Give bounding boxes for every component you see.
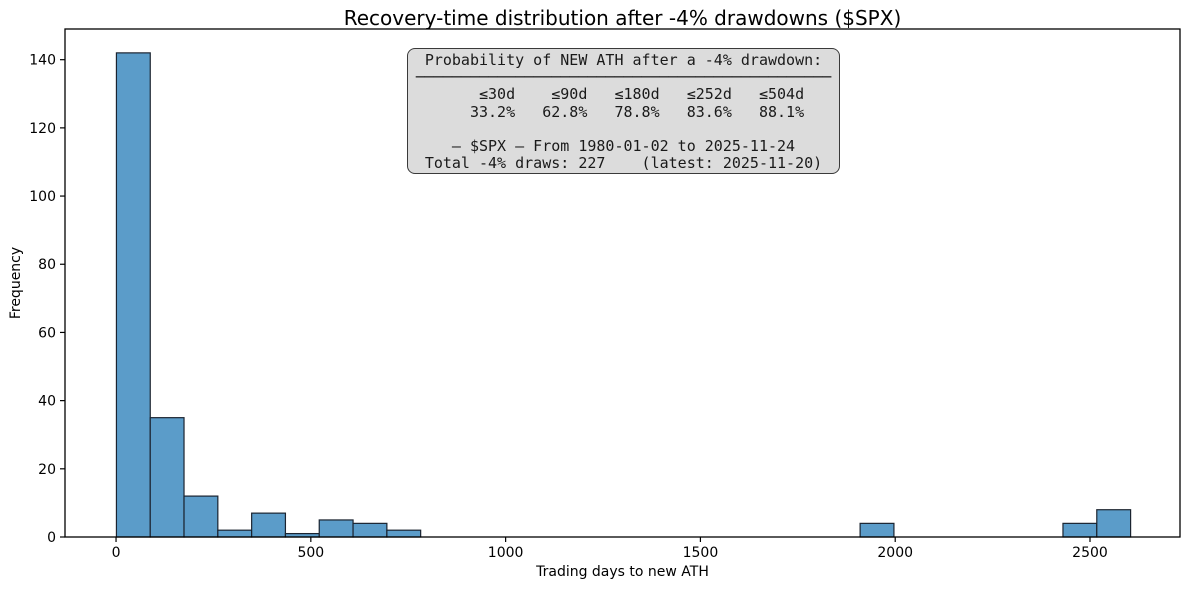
annotation-total-row: Total -4% draws: 227 (latest: 2025-11-20… (424, 154, 823, 173)
y-tick-label: 0 (47, 530, 56, 546)
stats-annotation-box: Probability of NEW ATH after a -4% drawd… (407, 48, 840, 174)
x-tick-label: 1000 (488, 545, 524, 561)
y-tick-label: 140 (29, 53, 56, 69)
y-tick-label: 120 (29, 121, 56, 137)
annotation-thresholds-row: ≤30d ≤90d ≤180d ≤252d ≤504d (442, 85, 805, 104)
histogram-bar (1096, 509, 1132, 538)
y-tick-label: 60 (38, 325, 56, 341)
histogram-bar (318, 519, 354, 538)
histogram-bar (251, 512, 287, 538)
annotation-separator: ────────────────────────────────────────… (415, 68, 832, 87)
histogram-bar (859, 522, 895, 538)
y-tick-label: 100 (29, 189, 56, 205)
x-tick-label: 500 (297, 545, 324, 561)
annotation-series-row: — $SPX — From 1980-01-02 to 2025-11-24 (451, 137, 796, 156)
histogram-bar (352, 522, 388, 538)
annotation-probs-row: 33.2% 62.8% 78.8% 83.6% 88.1% (442, 102, 805, 121)
axes-spines (64, 28, 1181, 538)
y-tick-label: 40 (38, 394, 56, 410)
histogram-bar (149, 417, 185, 538)
histogram-bar (1062, 522, 1098, 538)
chart-title: Recovery-time distribution after -4% dra… (343, 6, 902, 30)
histogram-bar (386, 529, 422, 538)
x-tick-label: 1500 (683, 545, 719, 561)
x-axis-label: Trading days to new ATH (536, 564, 709, 580)
histogram-bar (183, 495, 219, 538)
histogram-bar (115, 52, 151, 538)
annotation-title: Probability of NEW ATH after a -4% drawd… (424, 51, 823, 69)
x-tick-label: 0 (112, 545, 121, 561)
annotation-blank-row (408, 121, 839, 138)
y-tick-label: 20 (38, 462, 56, 478)
y-tick-label: 80 (38, 257, 56, 273)
x-tick-label: 2500 (1072, 545, 1108, 561)
y-axis-label: Frequency (8, 246, 24, 320)
x-tick-label: 2000 (877, 545, 913, 561)
histogram-bar (217, 529, 253, 538)
